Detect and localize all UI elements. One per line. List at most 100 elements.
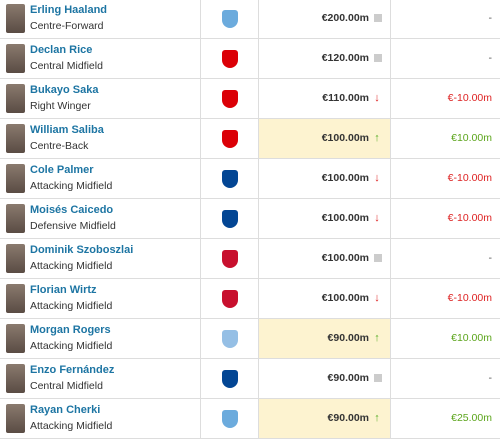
player-photo[interactable] — [6, 404, 25, 433]
trend-indicator: ↓ — [374, 212, 380, 224]
club-crest[interactable] — [222, 210, 238, 228]
club-crest[interactable] — [222, 330, 238, 348]
player-name[interactable]: Bukayo Saka — [30, 84, 99, 96]
club-crest[interactable] — [222, 90, 238, 108]
trend-indicator: ↓ — [374, 92, 380, 104]
club-cell — [200, 399, 258, 438]
player-position: Attacking Midfield — [30, 420, 113, 432]
player-cell: Bukayo Saka Right Winger — [0, 79, 200, 118]
value-change: - — [488, 372, 493, 384]
player-photo[interactable] — [6, 244, 25, 273]
player-photo[interactable] — [6, 284, 25, 313]
player-name[interactable]: William Saliba — [30, 124, 104, 136]
value-cell: €100.00m ↓ — [258, 279, 390, 318]
value-change: €10.00m — [451, 332, 492, 344]
club-cell — [200, 39, 258, 78]
value-change: - — [488, 12, 493, 24]
club-crest[interactable] — [222, 170, 238, 188]
player-photo[interactable] — [6, 84, 25, 113]
value-cell: €200.00m — [258, 0, 390, 38]
value-cell: €120.00m — [258, 39, 390, 78]
market-value: €100.00m — [321, 252, 369, 264]
change-cell: - — [390, 239, 500, 278]
player-row: Bukayo Saka Right Winger €110.00m ↓ €-10.00m — [0, 79, 500, 119]
player-name[interactable]: Erling Haaland — [30, 4, 108, 16]
club-cell — [200, 0, 258, 38]
player-cell: Moisés Caicedo Defensive Midfield — [0, 199, 200, 238]
value-change: - — [488, 52, 493, 64]
change-cell: €-10.00m — [390, 279, 500, 318]
value-change: €-10.00m — [447, 212, 492, 224]
market-value: €90.00m — [327, 412, 369, 424]
club-cell — [200, 159, 258, 198]
player-cell: Declan Rice Central Midfield — [0, 39, 200, 78]
player-position: Attacking Midfield — [30, 300, 113, 312]
market-value: €120.00m — [321, 52, 369, 64]
player-photo[interactable] — [6, 324, 25, 353]
club-cell — [200, 239, 258, 278]
change-cell: €-10.00m — [390, 79, 500, 118]
change-cell: - — [390, 359, 500, 398]
club-crest[interactable] — [222, 130, 238, 148]
change-cell: €-10.00m — [390, 199, 500, 238]
player-cell: Dominik Szoboszlai Attacking Midfield — [0, 239, 200, 278]
player-cell: Cole Palmer Attacking Midfield — [0, 159, 200, 198]
player-row: Florian Wirtz Attacking Midfield €100.00m ↓… — [0, 279, 500, 319]
club-crest[interactable] — [222, 370, 238, 388]
player-photo[interactable] — [6, 4, 25, 33]
club-cell — [200, 79, 258, 118]
club-cell — [200, 279, 258, 318]
player-name[interactable]: Rayan Cherki — [30, 404, 101, 416]
player-photo[interactable] — [6, 364, 25, 393]
player-position: Central Midfield — [30, 60, 103, 72]
change-cell: - — [390, 0, 500, 38]
change-cell: €-10.00m — [390, 159, 500, 198]
club-cell — [200, 199, 258, 238]
player-name[interactable]: Dominik Szoboszlai — [30, 244, 134, 256]
trend-indicator — [374, 14, 382, 22]
club-crest[interactable] — [222, 50, 238, 68]
market-value: €200.00m — [321, 12, 369, 24]
trend-indicator — [374, 254, 382, 262]
player-position: Attacking Midfield — [30, 260, 113, 272]
club-crest[interactable] — [222, 290, 238, 308]
player-name[interactable]: Declan Rice — [30, 44, 93, 56]
player-photo[interactable] — [6, 44, 25, 73]
player-position: Attacking Midfield — [30, 180, 113, 192]
change-cell: €10.00m — [390, 119, 500, 158]
market-value: €90.00m — [327, 332, 369, 344]
player-position: Centre-Forward — [30, 20, 104, 32]
value-change: €-10.00m — [447, 292, 492, 304]
change-cell: - — [390, 39, 500, 78]
player-row: Cole Palmer Attacking Midfield €100.00m ↓ €-… — [0, 159, 500, 199]
player-name[interactable]: Enzo Fernández — [30, 364, 115, 376]
player-photo[interactable] — [6, 204, 25, 233]
value-cell: €90.00m ↑ — [258, 399, 390, 438]
trend-indicator: ↓ — [374, 292, 380, 304]
value-cell: €110.00m ↓ — [258, 79, 390, 118]
club-crest[interactable] — [222, 10, 238, 28]
club-crest[interactable] — [222, 410, 238, 428]
player-photo[interactable] — [6, 164, 25, 193]
value-cell: €90.00m ↑ — [258, 319, 390, 358]
market-value: €100.00m — [321, 212, 369, 224]
player-name[interactable]: Florian Wirtz — [30, 284, 97, 296]
trend-indicator — [374, 374, 382, 382]
player-photo[interactable] — [6, 124, 25, 153]
player-name[interactable]: Moisés Caicedo — [30, 204, 114, 216]
player-position: Defensive Midfield — [30, 220, 116, 232]
player-cell: Florian Wirtz Attacking Midfield — [0, 279, 200, 318]
player-name[interactable]: Morgan Rogers — [30, 324, 111, 336]
value-cell: €100.00m — [258, 239, 390, 278]
club-crest[interactable] — [222, 250, 238, 268]
club-cell — [200, 119, 258, 158]
player-position: Attacking Midfield — [30, 340, 113, 352]
market-value: €100.00m — [321, 132, 369, 144]
player-row: Moisés Caicedo Defensive Midfield €100.00m… — [0, 199, 500, 239]
player-name[interactable]: Cole Palmer — [30, 164, 94, 176]
trend-indicator: ↑ — [374, 332, 380, 344]
change-cell: €25.00m — [390, 399, 500, 438]
player-cell: Morgan Rogers Attacking Midfield — [0, 319, 200, 358]
player-row: Morgan Rogers Attacking Midfield €90.00m ↑ €… — [0, 319, 500, 359]
